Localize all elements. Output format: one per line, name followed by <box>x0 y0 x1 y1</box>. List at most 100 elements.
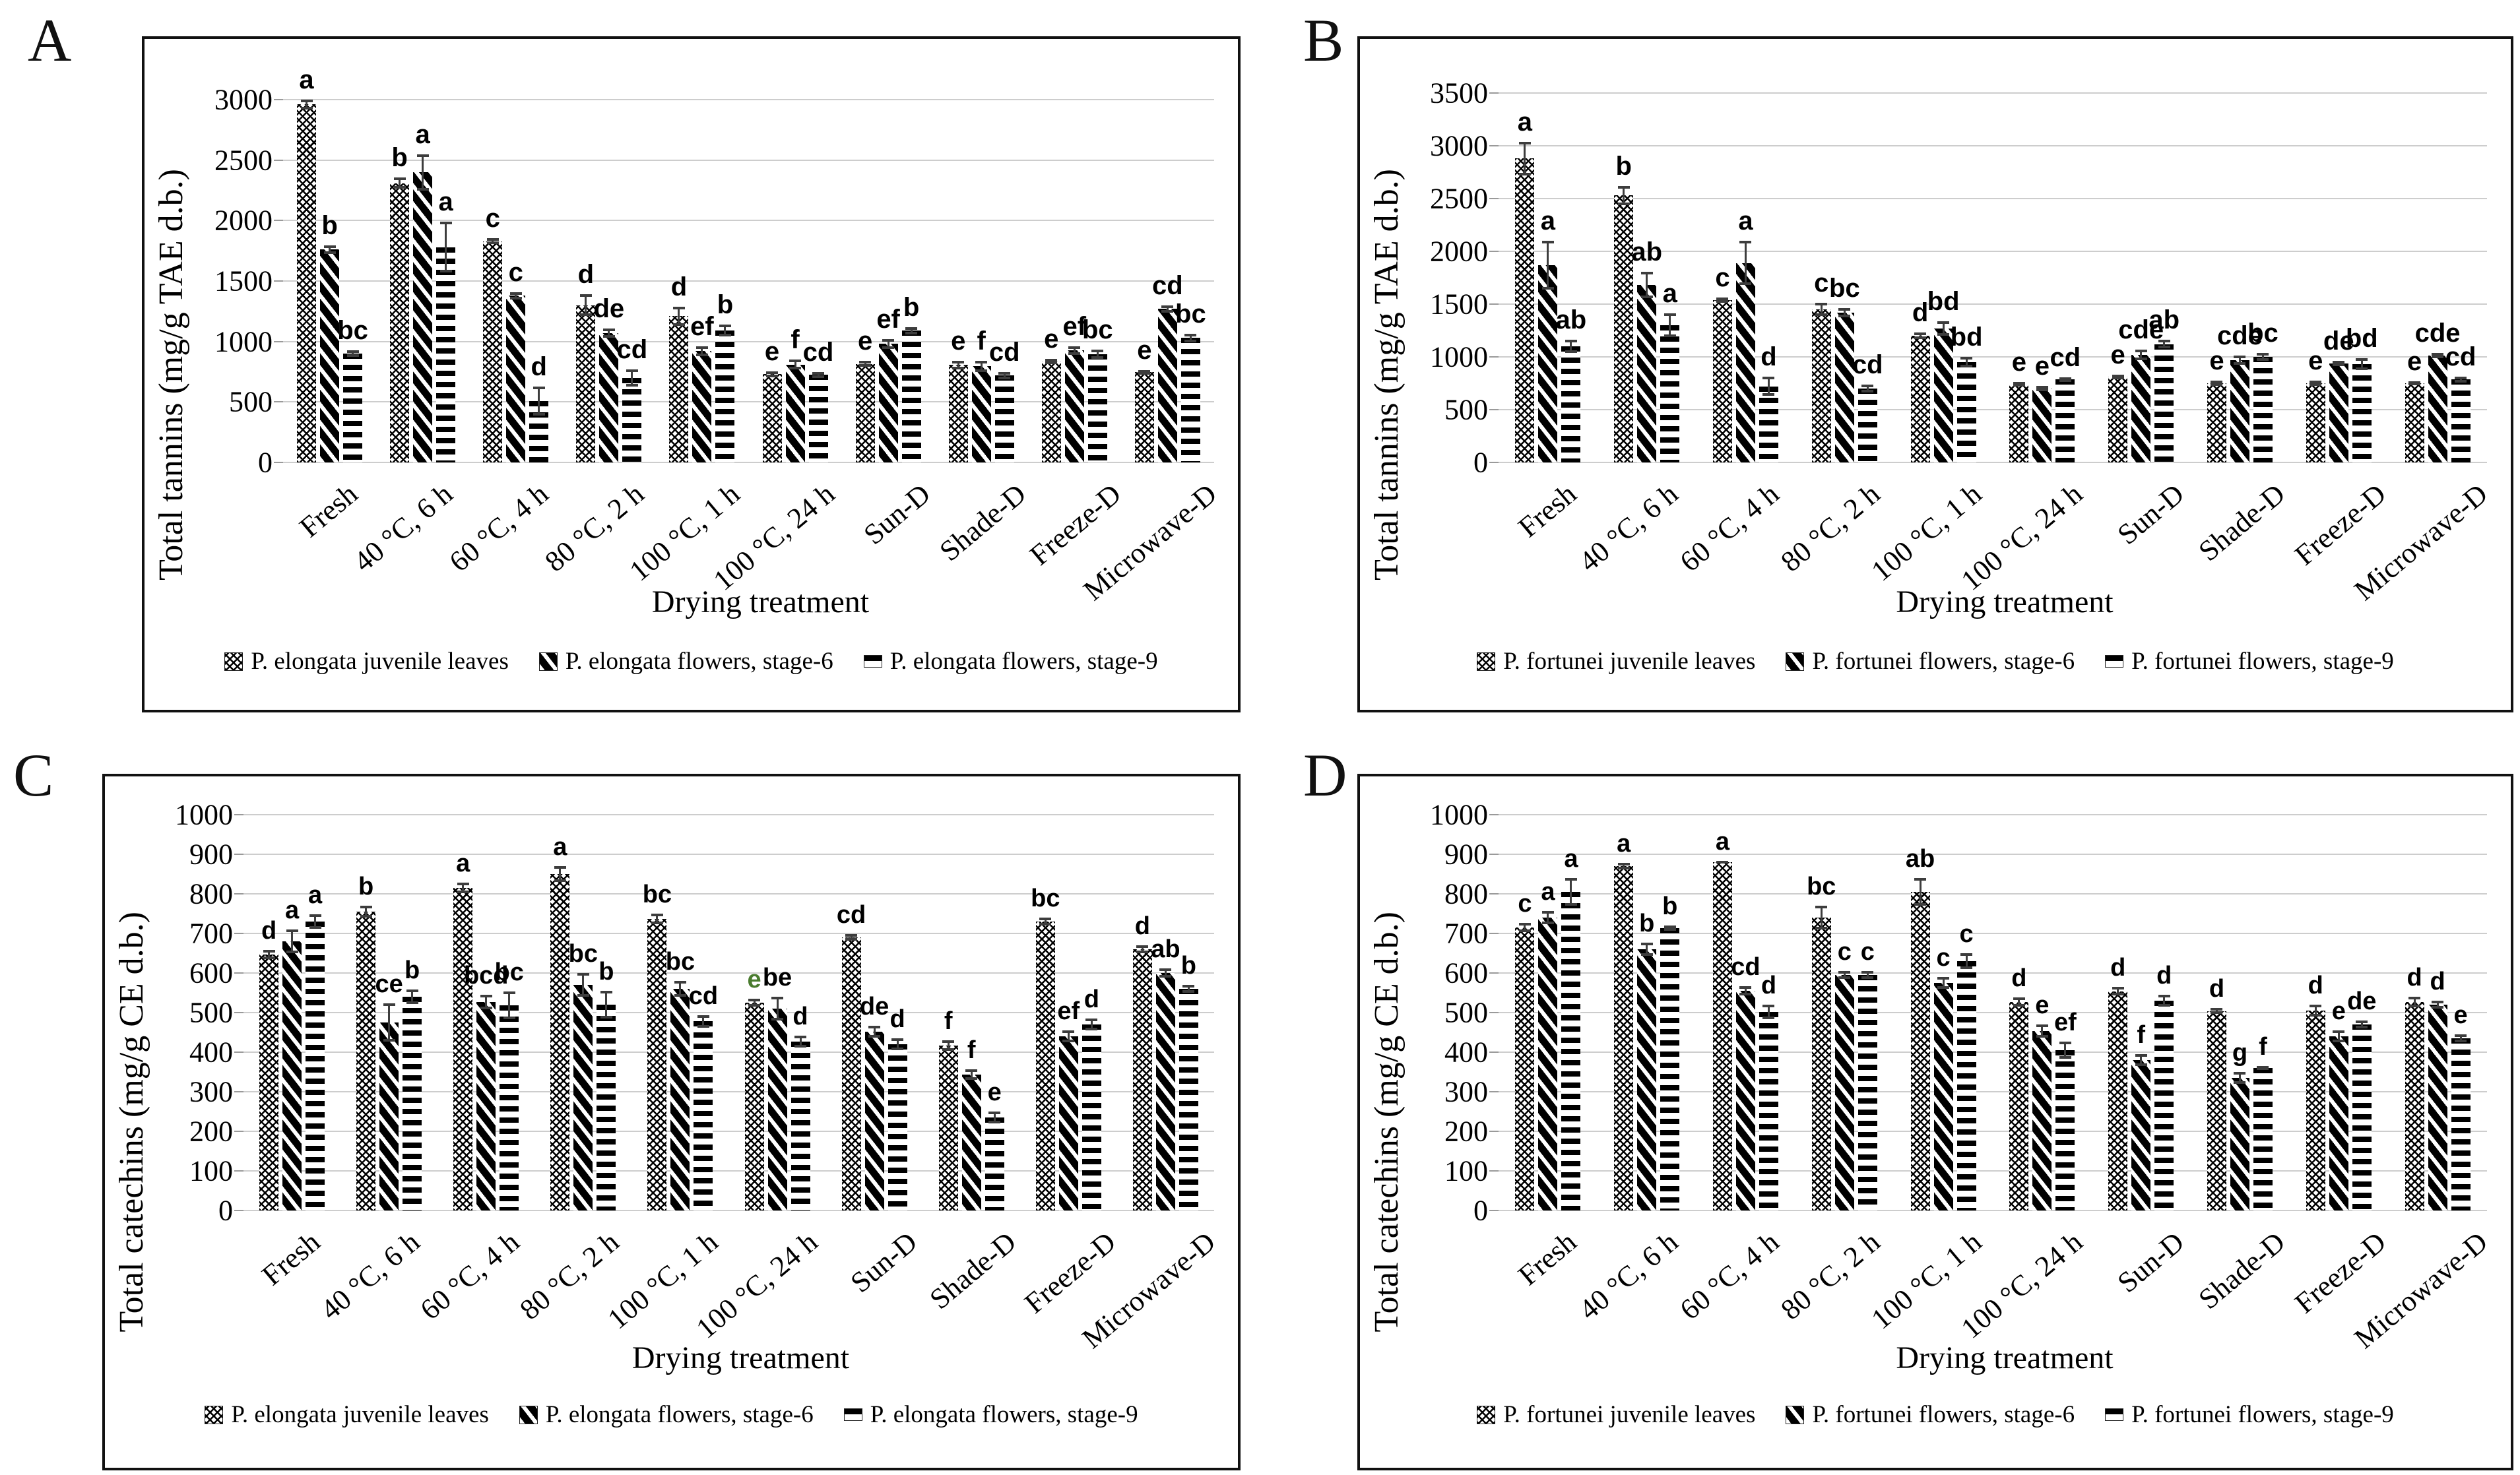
bar-slot: b <box>320 100 340 462</box>
significance-letter: e <box>2209 346 2224 375</box>
error-bar <box>2117 987 2119 996</box>
legend-item-text: P. fortunei flowers, stage-9 <box>2131 1401 2394 1428</box>
axis-tick-mark <box>1489 356 1499 358</box>
error-bar <box>1721 297 1724 303</box>
legend-item-text: P. fortunei juvenile leaves <box>1503 1401 1756 1428</box>
bar-flowers-stage-9 <box>2253 357 2273 462</box>
error-bar <box>817 371 820 378</box>
bar-slot: b <box>901 100 921 462</box>
bar-slot: e <box>1134 100 1154 462</box>
gridline-100 <box>234 1170 1214 1172</box>
error-bar <box>2215 381 2218 386</box>
significance-letter: d <box>2430 968 2445 995</box>
significance-letter: ab <box>1905 845 1935 873</box>
bar-slot: c <box>1933 815 1953 1210</box>
legend-item-2: P. fortunei flowers, stage-6 <box>1786 647 2075 675</box>
significance-letter: d <box>577 260 595 290</box>
y-axis-ticks: 0 500 1000 1500 2000 2500 3000 <box>197 39 283 479</box>
bar-juvenile-leaves <box>1712 299 1732 462</box>
significance-letter: bc <box>1828 273 1860 303</box>
y-tick-label: 100 <box>1444 1154 1488 1187</box>
gridline-700 <box>234 933 1214 934</box>
bar-slot: a <box>453 815 473 1210</box>
significance-letter: d <box>2209 974 2225 1003</box>
bar-slot: d <box>1759 815 1778 1210</box>
bar-juvenile-leaves <box>1041 361 1061 462</box>
bar-juvenile-leaves <box>1614 866 1634 1210</box>
bar-flowers-stage-9 <box>1561 892 1581 1210</box>
bar-slot: cd <box>1731 815 1761 1210</box>
bar-juvenile-leaves <box>647 918 667 1210</box>
x-category-text: Fresh <box>293 477 364 544</box>
bar-slot: d <box>2154 815 2174 1210</box>
bar-slot: b <box>390 100 410 462</box>
bar-flowers-stage-6 <box>2032 389 2052 462</box>
legend: P. fortunei juvenile leaves P. fortunei f… <box>1360 635 2511 710</box>
significance-letter: d <box>531 352 547 381</box>
bar-slot: de <box>2347 815 2376 1210</box>
bar-slot: a <box>1538 93 1558 462</box>
error-bar <box>1003 371 1006 379</box>
bar-slot: cd <box>837 815 866 1210</box>
x-category: Sun-D <box>2111 1225 2245 1299</box>
bar-slot: f <box>2253 815 2273 1210</box>
bar-juvenile-leaves <box>576 305 596 462</box>
diagonal-legend-swatch <box>519 1405 538 1424</box>
x-category: Microwave-D <box>1076 1225 1363 1355</box>
bar-flowers-stage-9 <box>1660 325 1680 462</box>
error-bar <box>399 177 401 189</box>
bar-group-4: c bc cd <box>1795 93 1894 462</box>
bar-flowers-stage-6 <box>2131 1060 2151 1210</box>
gridline-2000 <box>274 220 1214 222</box>
bar-flowers-stage-6 <box>1834 312 1854 462</box>
y-tick-label: 1500 <box>214 265 273 298</box>
bar-slot: e <box>2108 93 2128 462</box>
bar-slot: d <box>1132 815 1152 1210</box>
legend-item-2: P. elongata flowers, stage-6 <box>519 1400 814 1429</box>
bar-slot: d <box>2405 815 2424 1210</box>
significance-letter: d <box>261 916 277 945</box>
bar-juvenile-leaves <box>855 363 875 462</box>
significance-letter: e <box>2035 991 2050 1019</box>
gridline-0 <box>1489 462 2487 463</box>
significance-letter: a <box>1540 206 1556 235</box>
bar-slot: a <box>1712 815 1732 1210</box>
legend-item-text: P. fortunei flowers, stage-6 <box>1812 648 2075 675</box>
bar-flowers-stage-9 <box>622 377 642 462</box>
error-bar <box>268 949 271 959</box>
y-tick-label: 1000 <box>1430 340 1488 373</box>
bar-slot: a <box>282 815 302 1210</box>
significance-letter: bc <box>1031 885 1060 912</box>
significance-letter: ef <box>2053 1008 2077 1036</box>
bar-flowers-stage-9 <box>901 330 921 462</box>
bar-juvenile-leaves <box>762 374 782 462</box>
significance-letter: d <box>1761 972 1777 999</box>
error-bar <box>701 346 703 356</box>
y-tick-label: 900 <box>1444 838 1488 871</box>
significance-letter: f <box>2137 1021 2145 1049</box>
axis-tick-mark <box>234 1210 243 1211</box>
bar-juvenile-leaves <box>2306 383 2325 462</box>
significance-letter: b <box>1180 952 1196 980</box>
bar-flowers-stage-9 <box>1179 989 1198 1210</box>
bar-slot: a <box>1538 815 1558 1210</box>
significance-letter: cd <box>1152 270 1183 300</box>
error-bar <box>1669 313 1671 338</box>
error-bar <box>1767 377 1770 396</box>
error-bar <box>1141 945 1144 953</box>
bar-flowers-stage-6 <box>1933 328 1953 462</box>
error-bar <box>2140 349 2143 360</box>
axis-tick-mark <box>1489 1051 1499 1053</box>
bar-slot: bcd <box>464 815 509 1210</box>
significance-letter: cd <box>1852 350 1883 379</box>
plot-area: c a a a b b a cd d bc c c ab c c d e ef d f d d g f d e de d d e <box>1489 814 2487 1211</box>
y-axis-ticks: 0 500 1000 1500 2000 2500 3000 3500 <box>1413 39 1499 479</box>
axis-tick-mark <box>1489 1170 1499 1172</box>
error-bar <box>1744 986 1747 996</box>
panel-box-A: Total tannins (mg/g TAE d.b.) 0 500 1000 150… <box>142 36 1241 712</box>
bar-group-6: e be d <box>728 815 825 1210</box>
bar-flowers-stage-6 <box>1155 973 1175 1210</box>
error-bar <box>1073 346 1076 355</box>
error-bar <box>329 245 331 254</box>
significance-letter: c <box>1936 944 1951 972</box>
